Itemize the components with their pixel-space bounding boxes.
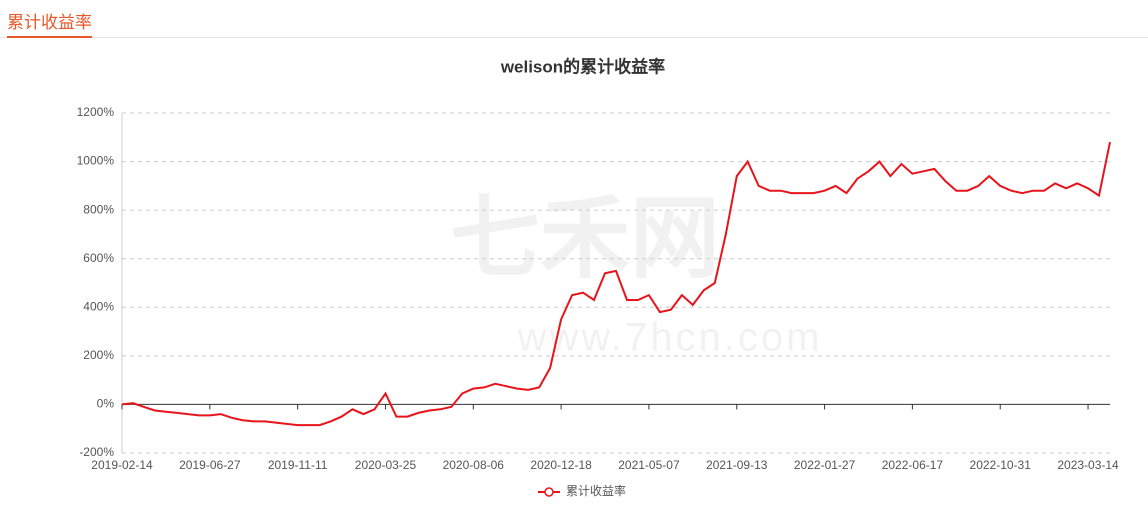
legend-marker bbox=[544, 487, 554, 497]
x-tick-label: 2023-03-14 bbox=[1057, 458, 1119, 472]
x-tick-label: 2022-10-31 bbox=[970, 458, 1032, 472]
x-tick-label: 2019-02-14 bbox=[91, 458, 153, 472]
y-tick-label: 0% bbox=[97, 397, 115, 411]
x-tick-label: 2020-08-06 bbox=[443, 458, 505, 472]
x-tick-label: 2022-06-17 bbox=[882, 458, 944, 472]
chart-title: welison的累计收益率 bbox=[500, 56, 665, 76]
line-series bbox=[121, 141, 1111, 427]
x-tick-label: 2019-11-11 bbox=[268, 458, 328, 472]
x-tick-label: 2022-01-27 bbox=[794, 458, 856, 472]
header: 累计收益率 bbox=[0, 0, 1148, 38]
watermark-brand: 七禾网 bbox=[450, 189, 720, 289]
y-tick-label: 800% bbox=[83, 202, 114, 216]
y-tick-label: 1200% bbox=[77, 105, 115, 119]
y-tick-label: 600% bbox=[83, 251, 114, 265]
x-tick-label: 2020-03-25 bbox=[355, 458, 417, 472]
header-title[interactable]: 累计收益率 bbox=[7, 12, 92, 38]
x-tick-label: 2019-06-27 bbox=[179, 458, 241, 472]
x-tick-label: 2020-12-18 bbox=[530, 458, 592, 472]
y-tick-label: 1000% bbox=[77, 154, 115, 168]
x-tick-label: 2021-09-13 bbox=[706, 458, 768, 472]
legend-label[interactable]: 累计收益率 bbox=[566, 483, 626, 498]
y-tick-label: 200% bbox=[83, 348, 114, 362]
x-tick-label: 2021-05-07 bbox=[618, 458, 680, 472]
y-tick-label: 400% bbox=[83, 299, 114, 313]
y-tick-label: -200% bbox=[79, 445, 114, 459]
watermark-url: www.7hcn.com bbox=[517, 316, 823, 360]
